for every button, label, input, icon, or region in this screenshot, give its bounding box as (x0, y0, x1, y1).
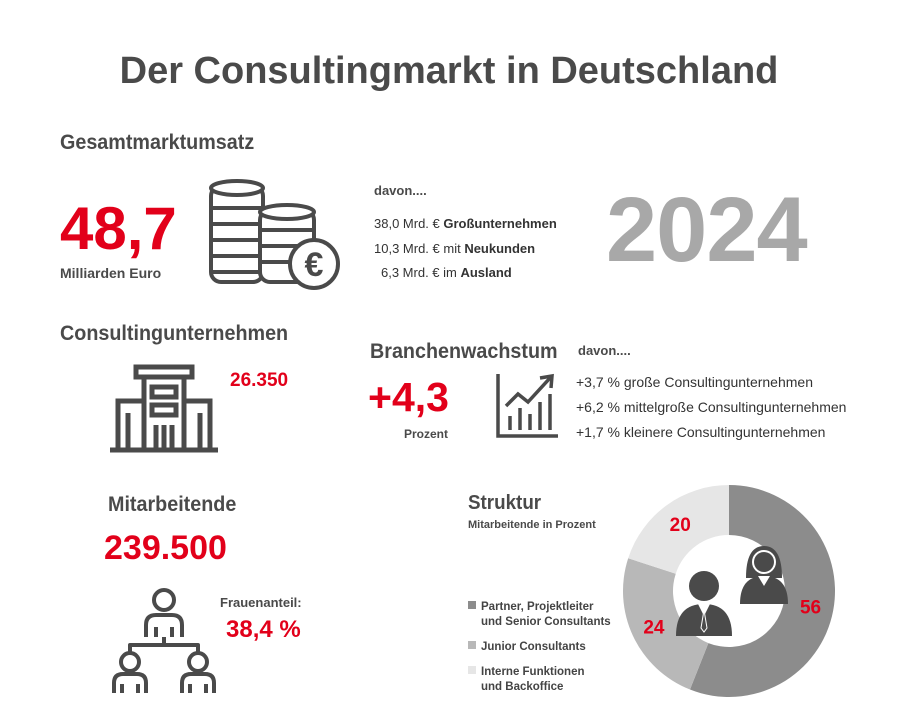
women-share-label: Frauenanteil: (220, 595, 302, 610)
market-unit: Milliarden Euro (60, 265, 162, 281)
companies-heading: Consultingunternehmen (60, 322, 289, 345)
people-icon (676, 546, 788, 636)
donut-slice (628, 485, 729, 574)
growth-item: +6,2 % mittelgroße Consultingunternehmen (576, 399, 847, 415)
legend-item: Interne Funktionen und Backoffice (468, 665, 611, 695)
year-label: 2024 (606, 179, 808, 281)
structure-legend: Partner, Projektleiter und Senior Consul… (468, 600, 611, 695)
growth-list: +3,7 % große Consultingunternehmen +6,2 … (576, 370, 846, 445)
donut-value-label: 20 (670, 515, 691, 536)
building-icon (110, 364, 218, 453)
page-title: Der Consultingmarkt in Deutschland (119, 50, 779, 92)
market-breakdown-label: davon.... (374, 183, 427, 198)
svg-text:€: € (305, 246, 324, 284)
growth-unit: Prozent (404, 427, 449, 441)
growth-value: +4,3 (368, 374, 449, 420)
structure-subheading: Mitarbeitende in Prozent (468, 519, 596, 531)
growth-chart-icon (496, 373, 558, 438)
structure-heading: Struktur (468, 492, 542, 514)
employees-value: 239.500 (104, 529, 227, 567)
team-hierarchy-icon (112, 588, 216, 693)
women-share-value: 38,4 % (226, 616, 301, 643)
legend-swatch (468, 666, 476, 674)
market-breakdown-item: 10,3 Mrd. € mit Neukunden (374, 240, 536, 256)
growth-breakdown-label: davon.... (578, 343, 631, 358)
donut-value-label: 24 (643, 617, 665, 638)
donut-value-label: 56 (800, 598, 821, 619)
companies-value: 26.350 (230, 370, 289, 391)
legend-item: Junior Consultants (468, 640, 611, 655)
growth-item: +1,7 % kleinere Consultingunternehmen (576, 424, 826, 440)
market-breakdown-list: 38,0 Mrd. € Großunternehmen 10,3 Mrd. € … (374, 212, 557, 286)
legend-swatch (468, 641, 476, 649)
donut-slice (689, 485, 835, 697)
market-value: 48,7 (60, 195, 177, 262)
market-heading: Gesamtmarktumsatz (60, 131, 255, 154)
structure-donut-chart: 56 24 20 (623, 485, 835, 697)
employees-heading: Mitarbeitende (108, 493, 237, 516)
donut-slice (623, 558, 709, 690)
coins-euro-icon: € (209, 179, 340, 290)
legend-swatch (468, 601, 476, 609)
growth-heading: Branchenwachstum (370, 340, 558, 363)
market-breakdown-item: 6,3 Mrd. € im Ausland (381, 265, 512, 280)
legend-item: Partner, Projektleiter und Senior Consul… (468, 600, 611, 630)
growth-item: +3,7 % große Consultingunternehmen (576, 374, 813, 390)
market-breakdown-item: 38,0 Mrd. € Großunternehmen (374, 216, 557, 231)
